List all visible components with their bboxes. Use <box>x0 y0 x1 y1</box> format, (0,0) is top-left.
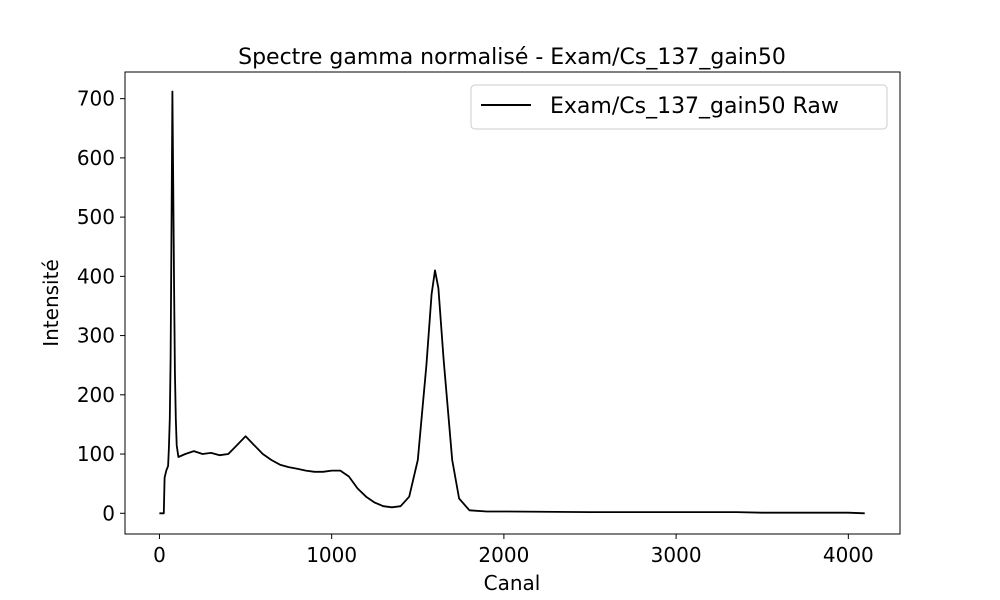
plot-area <box>124 71 901 535</box>
x-tick-label: 1000 <box>306 543 357 567</box>
y-axis: 0 100 200 300 400 500 600 700 <box>77 87 125 525</box>
chart-title: Spectre gamma normalisé - Exam/Cs_137_ga… <box>238 45 786 70</box>
y-tick-label: 300 <box>77 324 115 348</box>
y-tick-label: 400 <box>77 264 115 288</box>
legend-box <box>470 84 888 130</box>
x-tick-label: 2000 <box>478 543 529 567</box>
legend-label: Exam/Cs_137_gain50 Raw <box>550 94 839 119</box>
y-tick-label: 600 <box>77 146 115 170</box>
y-tick-label: 200 <box>77 383 115 407</box>
y-tick-label: 700 <box>77 87 115 111</box>
x-tick-label: 3000 <box>651 543 702 567</box>
x-tick-label: 4000 <box>823 543 874 567</box>
y-tick-label: 100 <box>77 442 115 466</box>
x-axis: 0 1000 2000 3000 4000 <box>153 534 874 567</box>
y-axis-label: Intensité <box>39 259 63 347</box>
y-tick-label: 500 <box>77 205 115 229</box>
plot-frame <box>124 71 901 535</box>
legend: Exam/Cs_137_gain50 Raw <box>470 84 888 130</box>
y-tick-label: 0 <box>102 501 115 525</box>
x-axis-label: Canal <box>484 571 541 595</box>
x-tick-label: 0 <box>153 543 166 567</box>
series-line <box>159 90 865 515</box>
